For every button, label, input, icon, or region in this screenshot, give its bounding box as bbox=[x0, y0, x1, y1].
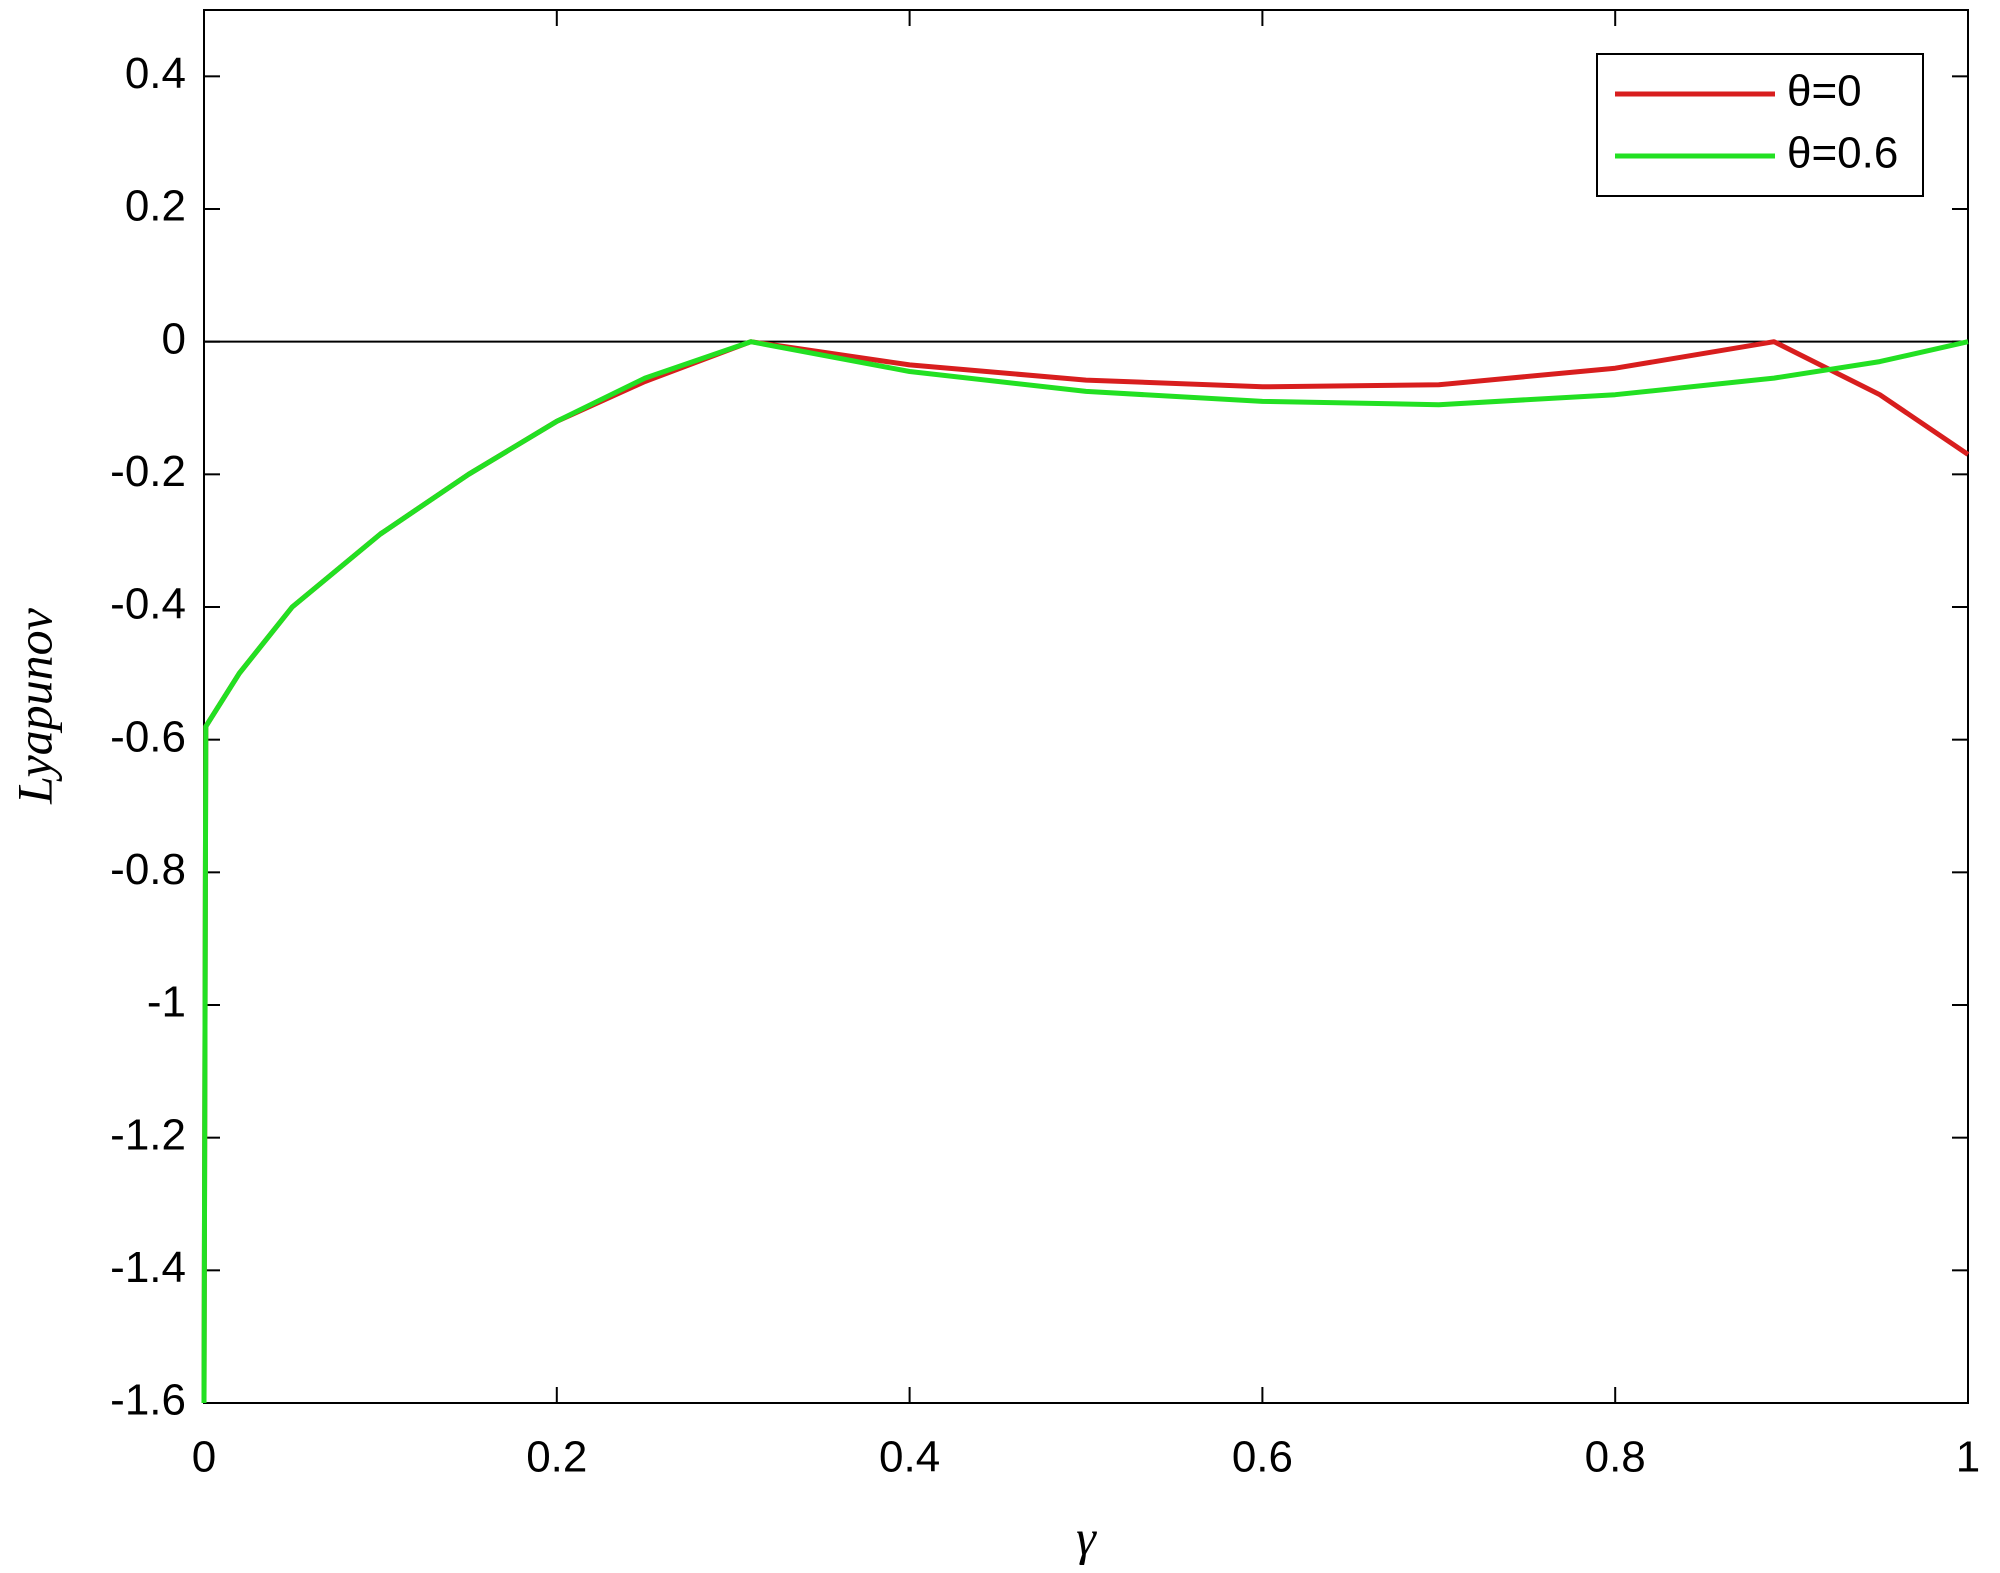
legend-label: θ=0 bbox=[1787, 67, 1862, 116]
y-tick-label: -0.2 bbox=[110, 447, 186, 496]
y-tick-label: -0.6 bbox=[110, 712, 186, 761]
y-tick-label: -1.6 bbox=[110, 1376, 186, 1425]
y-tick-label: -0.4 bbox=[110, 580, 186, 629]
y-tick-label: 0 bbox=[162, 314, 186, 363]
x-tick-label: 0.8 bbox=[1585, 1433, 1646, 1482]
y-tick-label: -0.8 bbox=[110, 845, 186, 894]
y-tick-label: -1.2 bbox=[110, 1110, 186, 1159]
plot-frame bbox=[203, 9, 1969, 1404]
y-axis-label: Lyapunov bbox=[6, 607, 62, 805]
x-tick-label: 0.2 bbox=[526, 1433, 587, 1482]
x-tick-label: 0 bbox=[192, 1433, 216, 1482]
y-tick-label: 0.4 bbox=[125, 49, 186, 98]
x-tick-label: 0.4 bbox=[879, 1433, 940, 1482]
y-tick-label: -1 bbox=[147, 978, 186, 1027]
legend-box bbox=[1596, 53, 1924, 197]
x-tick-label: 1 bbox=[1956, 1433, 1980, 1482]
x-tick-label: 0.6 bbox=[1232, 1433, 1293, 1482]
y-tick-label: 0.2 bbox=[125, 182, 186, 231]
data-line bbox=[201, 339, 1969, 1404]
legend-label: θ=0.6 bbox=[1787, 129, 1898, 178]
y-tick-label: -1.4 bbox=[110, 1243, 186, 1292]
x-axis-label: γ bbox=[1076, 1509, 1097, 1565]
